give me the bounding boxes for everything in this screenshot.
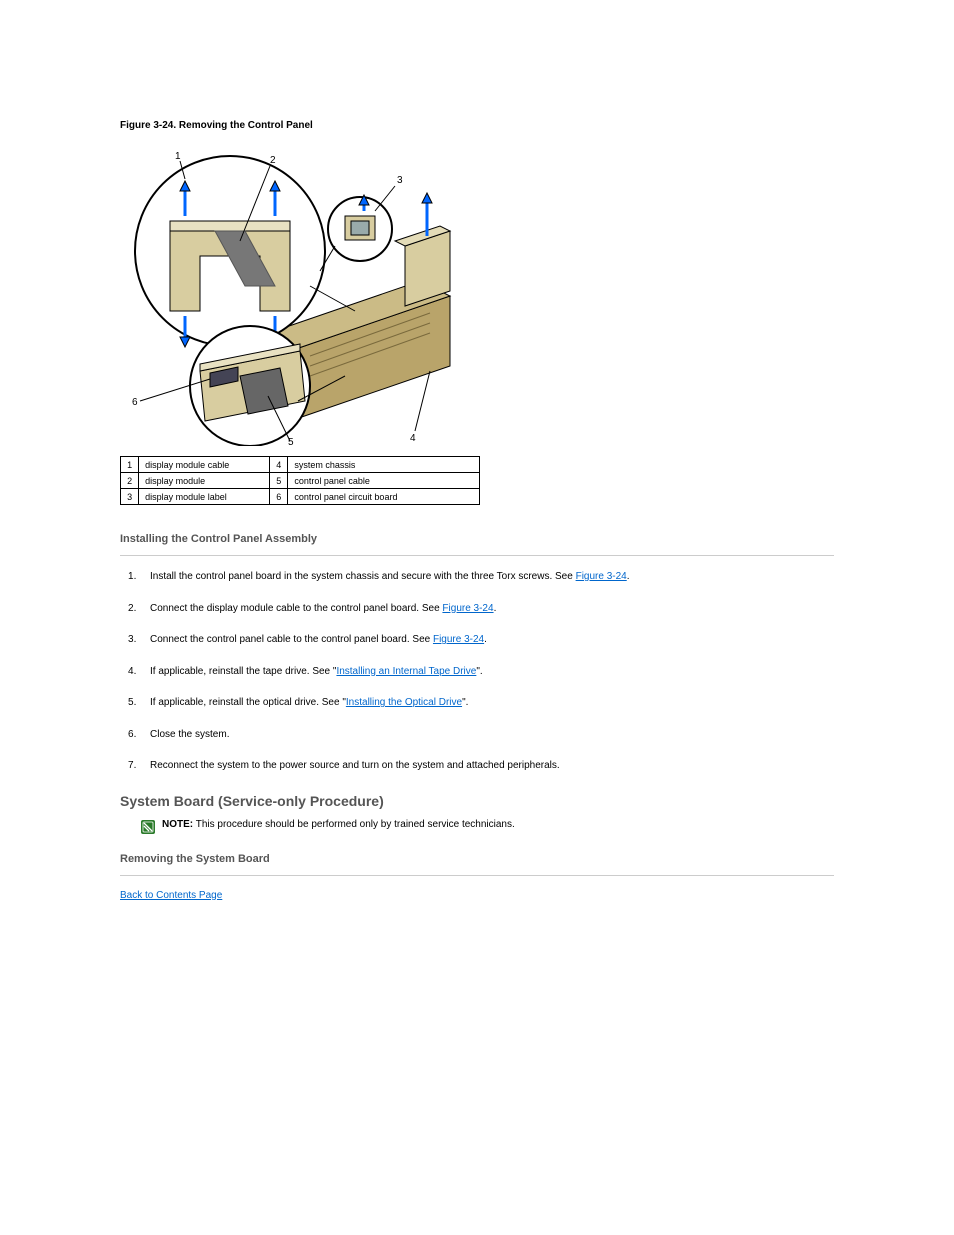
table-row: 1 display module cable 4 system chassis [121,457,480,473]
table-row: 2 display module 5 control panel cable [121,473,480,489]
part-label: display module label [139,489,270,505]
callout-2: 2 [270,155,276,166]
figure-link[interactable]: Figure 3-24 [576,571,627,582]
step-text: If applicable, reinstall the tape drive.… [150,666,336,677]
step: If applicable, reinstall the tape drive.… [120,665,834,679]
part-number: 5 [270,473,288,489]
table-row: 3 display module label 6 control panel c… [121,489,480,505]
part-label: display module [139,473,270,489]
step-text: . [494,603,497,614]
figure-link[interactable]: Figure 3-24 [433,634,484,645]
step-text: ". [462,697,468,708]
callout-5: 5 [288,437,294,446]
step-text: Install the control panel board in the s… [150,571,576,582]
part-number: 2 [121,473,139,489]
step: Install the control panel board in the s… [120,570,834,584]
note-icon [140,819,156,835]
install-heading: Installing the Control Panel Assembly [120,533,834,545]
back-to-contents-link[interactable]: Back to Contents Page [120,890,222,901]
removing-system-board-heading: Removing the System Board [120,853,834,865]
cross-ref-link[interactable]: Installing an Internal Tape Drive [336,666,476,677]
callout-3: 3 [397,175,403,186]
step: Connect the display module cable to the … [120,602,834,616]
step-text: Connect the display module cable to the … [150,603,442,614]
control-panel-diagram: 1 2 3 4 5 6 [120,141,460,446]
step-text: ". [476,666,482,677]
figure-title: Figure 3-24. Removing the Control Panel [120,120,834,131]
step-text: If applicable, reinstall the optical dri… [150,697,346,708]
callout-6: 6 [132,397,138,408]
divider [120,555,834,556]
parts-table: 1 display module cable 4 system chassis … [120,456,480,505]
step-text: . [627,571,630,582]
part-label: control panel cable [288,473,480,489]
step-text: . [484,634,487,645]
part-number: 6 [270,489,288,505]
part-label: control panel circuit board [288,489,480,505]
callout-1: 1 [175,151,181,162]
note-block: NOTE: This procedure should be performed… [140,819,834,835]
install-steps: Install the control panel board in the s… [120,570,834,773]
step-text: Connect the control panel cable to the c… [150,634,433,645]
step-text: Close the system. [150,729,229,740]
note-text: NOTE: This procedure should be performed… [162,819,515,830]
step-text: Reconnect the system to the power source… [150,760,560,771]
step: Reconnect the system to the power source… [120,759,834,773]
part-number: 1 [121,457,139,473]
system-board-heading: System Board (Service-only Procedure) [120,793,834,809]
step: If applicable, reinstall the optical dri… [120,696,834,710]
note-body: This procedure should be performed only … [193,819,515,830]
part-label: display module cable [139,457,270,473]
step: Close the system. [120,728,834,742]
step: Connect the control panel cable to the c… [120,633,834,647]
part-number: 3 [121,489,139,505]
cross-ref-link[interactable]: Installing the Optical Drive [346,697,462,708]
part-label: system chassis [288,457,480,473]
figure-link[interactable]: Figure 3-24 [442,603,493,614]
note-label: NOTE: [162,819,193,830]
divider [120,875,834,876]
part-number: 4 [270,457,288,473]
callout-4: 4 [410,433,416,444]
